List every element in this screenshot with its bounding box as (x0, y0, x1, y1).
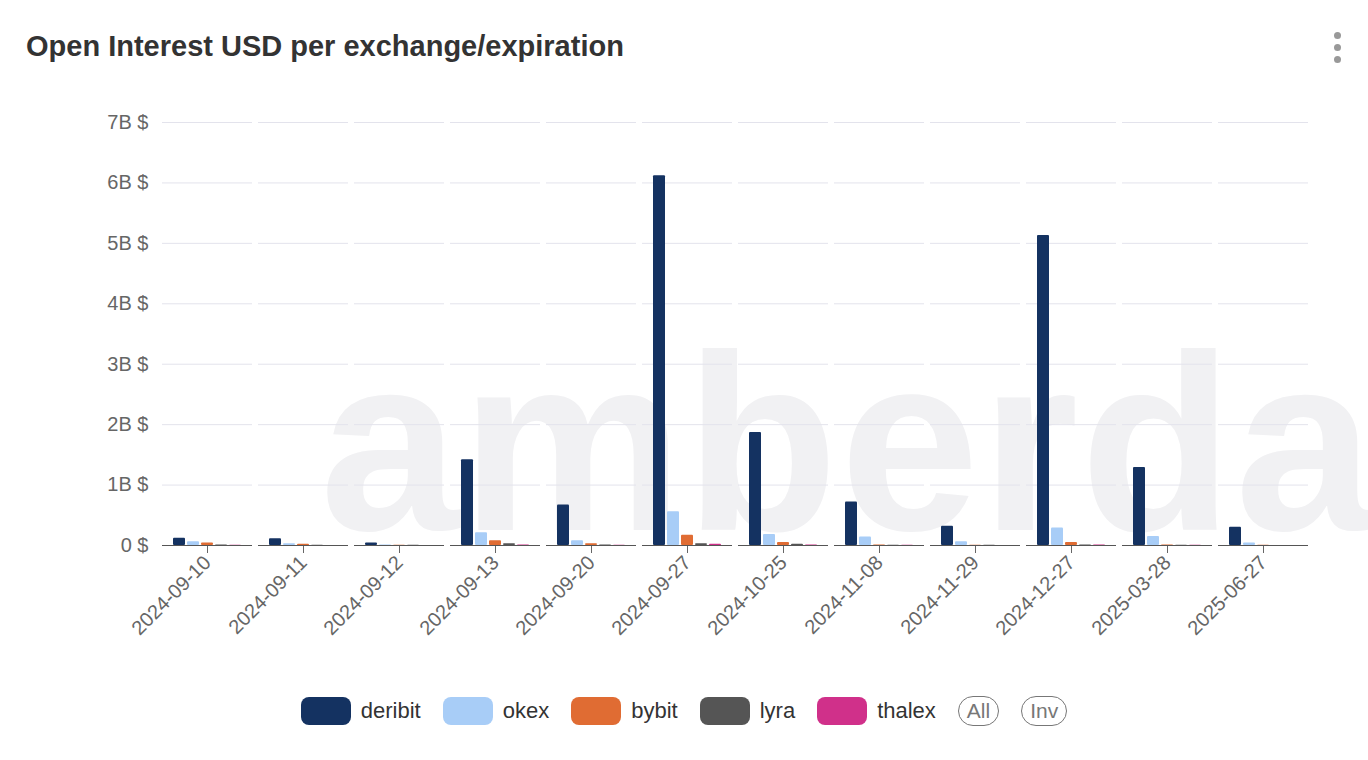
svg-text:3B $: 3B $ (107, 353, 148, 375)
svg-text:2024-11-29: 2024-11-29 (896, 551, 983, 638)
html-text:bybit: bybit (631, 698, 678, 723)
html-text:All: All (966, 699, 991, 722)
svg-text:2024-09-27: 2024-09-27 (607, 551, 695, 639)
svg-text:2024-11-08: 2024-11-08 (800, 551, 887, 638)
svg-text:2024-09-13: 2024-09-13 (415, 551, 503, 639)
svg-text:7B $: 7B $ (107, 111, 148, 133)
svg-text:0 $: 0 $ (121, 534, 149, 556)
svg-text:2B $: 2B $ (107, 413, 148, 435)
svg-text:1B $: 1B $ (107, 473, 148, 495)
svg-text:2024-09-20: 2024-09-20 (511, 551, 599, 639)
html-text:deribit: deribit (360, 698, 421, 723)
html-text:okex: okex (502, 698, 550, 723)
svg-text:4B $: 4B $ (107, 292, 148, 314)
svg-text:2024-12-27: 2024-12-27 (991, 551, 1079, 639)
html-text:lyra: lyra (759, 698, 796, 723)
svg-text:2025-06-27: 2025-06-27 (1183, 551, 1271, 639)
svg-text:5B $: 5B $ (107, 232, 148, 254)
html-text:Inv: Inv (1030, 699, 1059, 722)
svg-text:2024-10-25: 2024-10-25 (703, 551, 791, 639)
html-text:Open Interest USD per exchange: Open Interest USD per exchange/expiratio… (26, 30, 624, 62)
svg-text:2024-09-12: 2024-09-12 (319, 551, 407, 639)
svg-text:2024-09-11: 2024-09-11 (224, 551, 311, 638)
svg-text:2024-09-10: 2024-09-10 (127, 551, 215, 639)
svg-text:6B $: 6B $ (107, 171, 148, 193)
svg-text:2025-03-28: 2025-03-28 (1087, 551, 1175, 639)
html-text:thalex: thalex (877, 698, 936, 723)
